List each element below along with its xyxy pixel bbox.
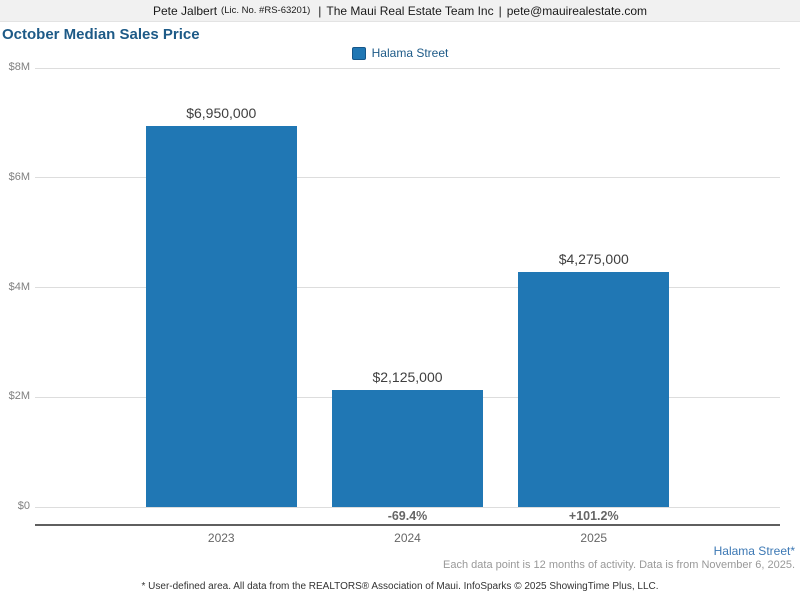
gridline [35, 287, 780, 288]
bar-2025[interactable] [518, 272, 670, 507]
gridline [35, 506, 780, 508]
agent-email: pete@mauirealestate.com [506, 3, 647, 18]
header-separator: | [318, 3, 322, 18]
y-axis-tick-label: $6M [8, 170, 30, 183]
chart-title: October Median Sales Price [2, 26, 200, 43]
legend-series-label[interactable]: Halama Street [371, 46, 449, 60]
series-footnote-link[interactable]: Halama Street* [713, 544, 795, 558]
y-axis-tick-label: $2M [8, 390, 30, 403]
agent-name: Pete Jalbert [153, 3, 218, 18]
x-axis-tick-label: 2024 [394, 531, 421, 545]
plot-area: $0 $2M $4M $6M $8M $6,950,000 2023 $2,125,000 -6… [9, 61, 780, 545]
bar-value-label: $2,125,000 [372, 369, 443, 385]
bar-value-label: $4,275,000 [558, 251, 629, 267]
branding-header: Pete Jalbert (Lic. No. #RS-63201) | The … [0, 0, 800, 22]
legend-swatch-icon [351, 46, 366, 60]
bar-value-label: $6,950,000 [186, 105, 257, 121]
bar-2024[interactable] [332, 390, 483, 507]
gridline [35, 67, 780, 69]
y-axis-tick-label: $4M [8, 280, 30, 293]
copyright-disclaimer: * User-defined area. All data from the R… [141, 581, 659, 592]
company-name: The Maui Real Estate Team Inc [326, 3, 494, 18]
x-axis-tick-label: 2025 [580, 531, 608, 545]
y-axis-tick-label: $8M [8, 61, 30, 73]
percent-change-label: -69.4% [387, 509, 428, 523]
percent-change-label: +101.2% [568, 509, 619, 523]
chart-legend: Halama Street [0, 44, 800, 62]
agent-license: (Lic. No. #RS-63201) [221, 5, 311, 16]
header-separator: | [498, 3, 502, 18]
x-axis-line [35, 524, 780, 526]
x-axis-tick-label: 2023 [207, 531, 235, 545]
data-freshness-note: Each data point is 12 months of activity… [443, 559, 795, 571]
gridline [35, 177, 780, 179]
y-axis-tick-label: $0 [17, 500, 30, 512]
bar-2023[interactable] [145, 126, 297, 507]
